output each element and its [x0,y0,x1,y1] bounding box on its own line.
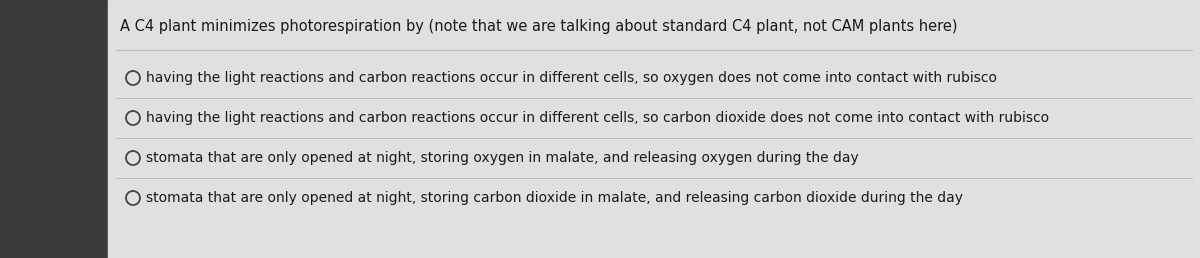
Text: A C4 plant minimizes photorespiration by (note that we are talking about standar: A C4 plant minimizes photorespiration by… [120,19,958,34]
Text: having the light reactions and carbon reactions occur in different cells, so car: having the light reactions and carbon re… [146,111,1049,125]
Bar [0,0,108,258]
Text: stomata that are only opened at night, storing carbon dioxide in malate, and rel: stomata that are only opened at night, s… [146,191,964,205]
Text: having the light reactions and carbon reactions occur in different cells, so oxy: having the light reactions and carbon re… [146,71,997,85]
Text: stomata that are only opened at night, storing oxygen in malate, and releasing o: stomata that are only opened at night, s… [146,151,859,165]
